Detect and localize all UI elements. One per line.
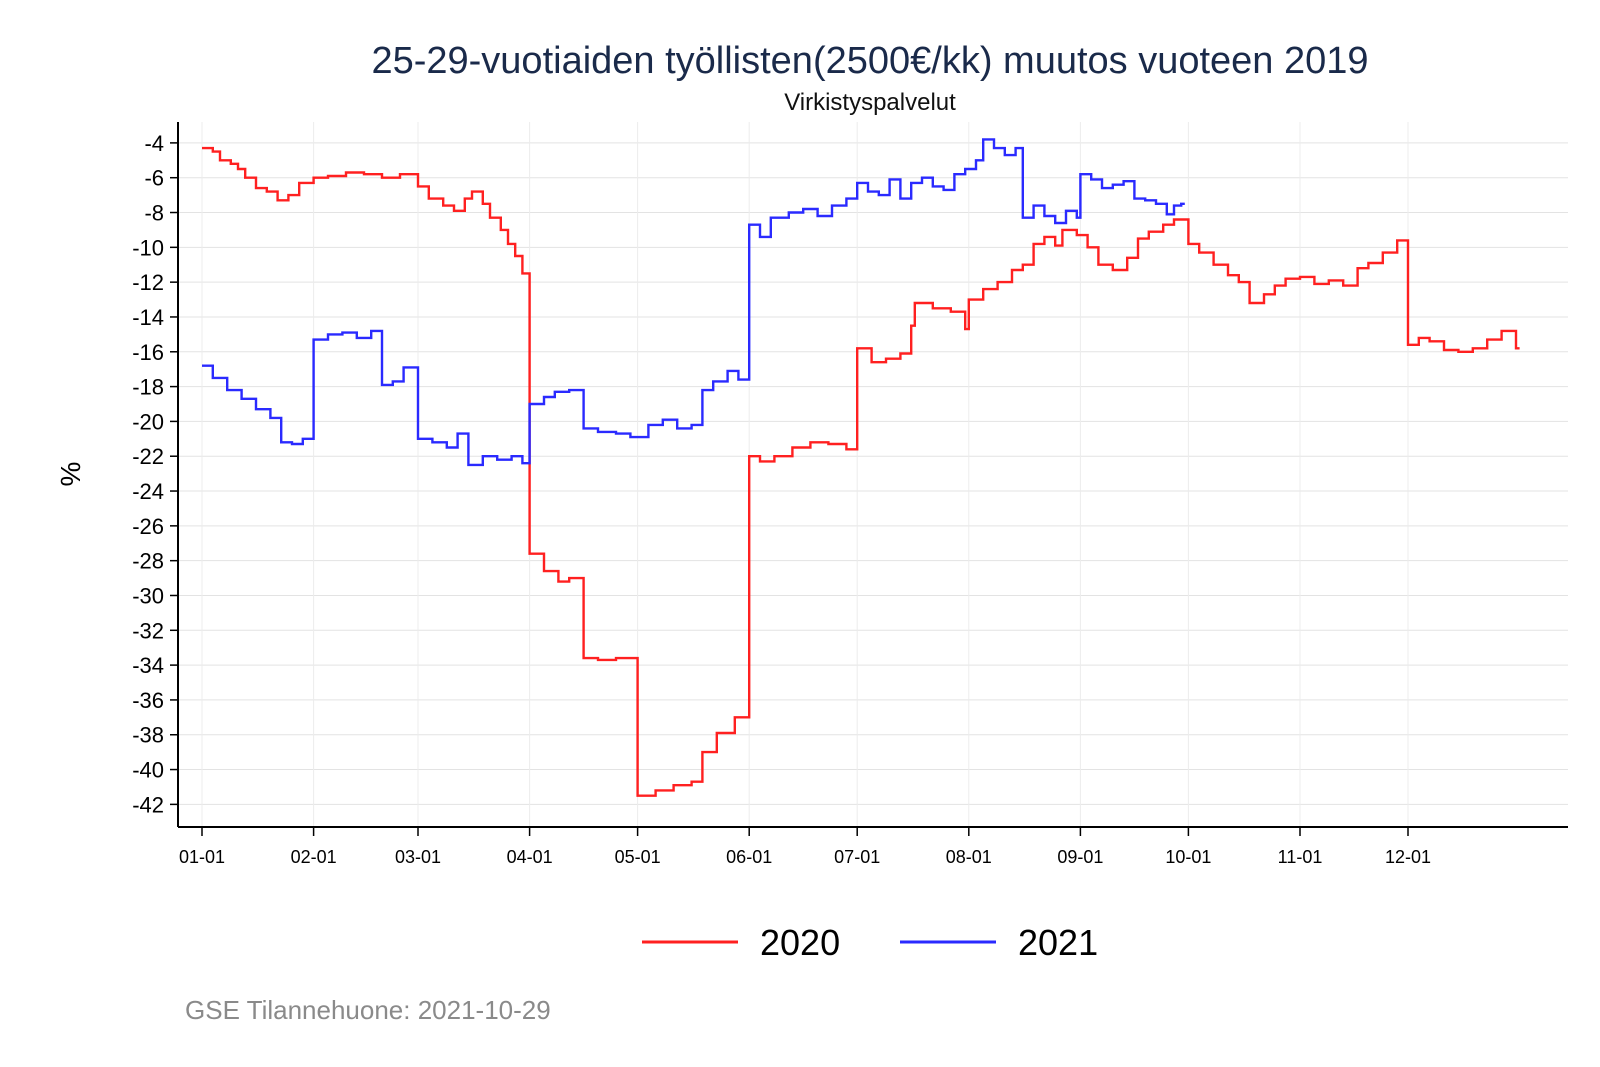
y-axis-ticks: -4 -6 -8 -10 -12 -14 -16 -18 -20 -22 -24 -26 -28 -30 -… xyxy=(132,131,178,817)
x-tick-label: 03-01 xyxy=(395,847,441,867)
y-tick-label: -18 xyxy=(132,375,164,400)
source-note: GSE Tilannehuone: 2021-10-29 xyxy=(185,995,551,1025)
y-axis-label: % xyxy=(55,462,86,487)
y-tick-label: -42 xyxy=(132,792,164,817)
legend: 2020 2021 xyxy=(642,922,1098,963)
y-tick-label: -36 xyxy=(132,688,164,713)
x-tick-label: 04-01 xyxy=(507,847,553,867)
y-tick-label: -26 xyxy=(132,514,164,539)
y-tick-label: -10 xyxy=(132,235,164,260)
x-tick-label: 02-01 xyxy=(291,847,337,867)
y-tick-label: -20 xyxy=(132,409,164,434)
y-tick-label: -30 xyxy=(132,583,164,608)
series-lines xyxy=(202,138,1520,797)
x-tick-label: 01-01 xyxy=(179,847,225,867)
chart-subtitle: Virkistyspalvelut xyxy=(784,89,956,116)
y-tick-label: -24 xyxy=(132,479,164,504)
axes xyxy=(177,122,1568,828)
x-tick-label: 09-01 xyxy=(1057,847,1103,867)
x-tick-label: 07-01 xyxy=(834,847,880,867)
y-tick-label: -4 xyxy=(144,131,164,156)
y-tick-label: -28 xyxy=(132,549,164,574)
y-tick-label: -16 xyxy=(132,340,164,365)
x-tick-label: 05-01 xyxy=(615,847,661,867)
y-tick-label: -38 xyxy=(132,723,164,748)
y-tick-label: -40 xyxy=(132,758,164,783)
series-line-2021 xyxy=(202,138,1185,467)
y-tick-label: -32 xyxy=(132,618,164,643)
x-tick-label: 11-01 xyxy=(1278,847,1323,867)
series-line-2020 xyxy=(202,146,1520,797)
chart-title: 25-29-vuotiaiden työllisten(2500€/kk) mu… xyxy=(371,40,1368,82)
y-tick-label: -22 xyxy=(132,444,164,469)
y-tick-label: -14 xyxy=(132,305,164,330)
x-tick-label: 06-01 xyxy=(726,847,772,867)
legend-label-2021: 2021 xyxy=(1018,922,1098,963)
y-tick-label: -12 xyxy=(132,270,164,295)
gridlines xyxy=(178,122,1568,827)
x-axis-ticks: 01-01 02-01 03-01 04-01 05-01 06-01 07-01 08-01… xyxy=(179,827,1431,867)
y-tick-label: -8 xyxy=(144,201,164,226)
y-tick-label: -34 xyxy=(132,653,164,678)
y-tick-label: -6 xyxy=(144,166,164,191)
x-tick-label: 12-01 xyxy=(1385,847,1431,867)
x-tick-label: 08-01 xyxy=(946,847,992,867)
x-tick-label: 10-01 xyxy=(1165,847,1211,867)
legend-label-2020: 2020 xyxy=(760,922,840,963)
